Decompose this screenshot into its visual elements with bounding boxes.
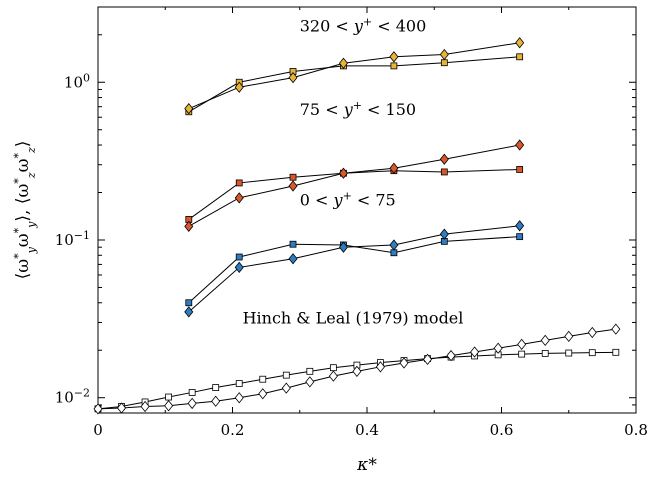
data-point	[446, 349, 456, 362]
plot-frame	[97, 6, 637, 414]
data-point	[328, 370, 338, 382]
data-point	[234, 192, 244, 204]
data-point	[587, 326, 597, 339]
data-point	[187, 397, 197, 410]
x-axis-label: κ*	[356, 455, 377, 475]
y-tick-label: 100	[64, 71, 90, 92]
data-point	[588, 349, 596, 357]
data-point	[517, 338, 527, 350]
data-point	[375, 361, 385, 373]
data-point	[93, 403, 103, 415]
data-point	[185, 299, 193, 307]
data-point	[389, 239, 399, 251]
data-point	[117, 402, 127, 414]
y-axis-label: ⟨ω*yω*y⟩, ⟨ω*zω*z⟩	[12, 141, 38, 280]
annotation: Hinch & Leal (1979) model	[243, 309, 464, 328]
data-point	[164, 400, 174, 412]
series-layer	[93, 37, 621, 415]
data-point	[234, 81, 244, 93]
data-point	[516, 53, 524, 61]
data-point	[338, 167, 348, 179]
x-tick-label: 0.8	[624, 421, 648, 439]
x-tick-label: 0.4	[355, 421, 379, 439]
data-point	[289, 173, 297, 181]
data-point	[338, 57, 348, 69]
axis-ticks	[97, 7, 637, 413]
data-point	[439, 228, 449, 240]
data-point	[389, 51, 399, 63]
series-line	[97, 351, 616, 410]
data-point	[212, 384, 220, 391]
data-point	[515, 220, 525, 232]
data-point	[288, 253, 298, 265]
data-point	[289, 240, 297, 248]
data-point	[234, 392, 244, 404]
x-tick-label: 0	[93, 421, 103, 439]
annotation: 0 < y+ < 75	[300, 189, 396, 210]
data-point	[440, 59, 448, 67]
x-tick-label: 0.6	[490, 421, 514, 439]
data-point	[516, 166, 524, 173]
data-point	[165, 393, 173, 401]
series-6	[94, 348, 620, 413]
data-point	[470, 346, 480, 358]
data-point	[184, 220, 194, 233]
data-point	[515, 37, 525, 49]
data-point	[338, 241, 348, 253]
series-7	[93, 323, 621, 415]
data-point	[612, 348, 620, 356]
data-point	[399, 357, 409, 369]
data-point	[305, 376, 315, 388]
annotation: 320 < y+ < 400	[300, 15, 427, 36]
data-point	[234, 261, 244, 274]
data-point	[288, 71, 298, 84]
data-point	[423, 353, 433, 366]
data-point	[184, 306, 194, 318]
data-point	[439, 153, 449, 165]
data-point	[188, 389, 196, 396]
y-tick-label: 10−1	[55, 228, 90, 249]
data-point	[516, 233, 524, 241]
y-tick-label: 10−2	[55, 386, 90, 407]
data-point	[352, 365, 362, 377]
data-point	[493, 342, 503, 354]
series-1	[184, 37, 525, 115]
x-tick-label: 0.2	[221, 421, 245, 439]
data-point	[282, 371, 290, 379]
data-point	[288, 180, 298, 192]
data-point	[281, 382, 291, 394]
data-point	[389, 162, 399, 174]
data-point	[140, 400, 150, 413]
data-point	[541, 349, 549, 357]
data-point	[184, 103, 194, 115]
data-point	[259, 375, 267, 383]
data-point	[611, 323, 621, 335]
data-point	[235, 253, 243, 261]
data-point	[515, 139, 525, 151]
data-point	[564, 330, 574, 342]
annotation: 75 < y+ < 150	[300, 99, 416, 120]
series-3	[184, 139, 525, 233]
data-point	[329, 364, 337, 372]
data-point	[565, 349, 573, 357]
data-point	[258, 388, 268, 400]
series-5	[184, 220, 525, 318]
label-layer: 0 0.2 0.4 0.6 0.8 10−2 10−1 100 320 < y+ < 400 75…	[55, 15, 648, 439]
data-point	[440, 168, 448, 176]
data-point	[390, 249, 398, 257]
data-point	[540, 334, 550, 347]
data-point	[439, 48, 449, 61]
data-point	[390, 62, 398, 70]
data-point	[306, 367, 314, 375]
data-point	[235, 179, 243, 187]
data-point	[211, 395, 221, 407]
data-point	[518, 350, 526, 358]
data-point	[235, 380, 243, 387]
